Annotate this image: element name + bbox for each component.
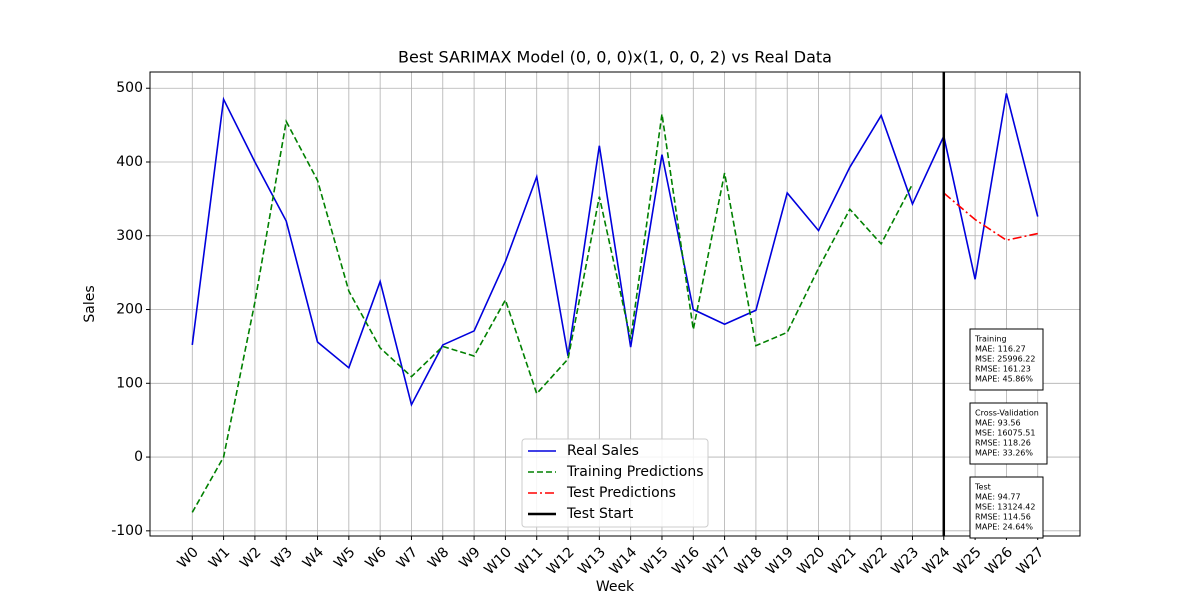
x-tick-label: W15: [638, 544, 672, 578]
metrics-line: MSE: 13124.42: [975, 503, 1035, 512]
x-tick-label: W4: [300, 544, 327, 571]
metrics-title: Test: [974, 483, 991, 492]
x-tick-label: W27: [1014, 544, 1048, 578]
x-tick-label: W5: [331, 544, 358, 571]
metrics-title: Training: [974, 335, 1007, 344]
legend-label: Test Predictions: [566, 485, 676, 501]
x-tick-label: W3: [268, 544, 295, 571]
x-tick-label: W14: [607, 544, 641, 578]
metrics-line: MAE: 116.27: [975, 345, 1026, 354]
metrics-line: MAPE: 33.26%: [975, 449, 1033, 458]
y-tick-label: 300: [116, 228, 143, 244]
x-tick-label: W6: [362, 544, 389, 571]
x-tick-label: W7: [394, 544, 421, 571]
x-tick-label: W23: [888, 544, 922, 578]
x-tick-label: W9: [456, 544, 483, 571]
chart-title: Best SARIMAX Model (0, 0, 0)x(1, 0, 0, 2…: [398, 48, 832, 67]
x-tick-label: W21: [826, 544, 860, 578]
series-line: [191, 113, 914, 513]
metrics-line: RMSE: 161.23: [975, 365, 1031, 374]
x-tick-label: W17: [701, 544, 735, 578]
metrics-line: MSE: 25996.22: [975, 355, 1035, 364]
x-tick-label: W20: [794, 544, 828, 578]
x-tick-label: W8: [425, 544, 452, 571]
legend: Real Sales Training Predictions Test Predi…: [521, 438, 709, 528]
x-tick-label: W13: [575, 544, 609, 578]
metrics-line: RMSE: 118.26: [975, 439, 1031, 448]
legend-label: Training Predictions: [566, 464, 704, 480]
x-tick-label: W1: [206, 544, 233, 571]
x-tick-label: W25: [951, 544, 985, 578]
x-tick-label: W16: [669, 544, 703, 578]
y-tick-label: 400: [116, 154, 143, 170]
x-tick-label: W22: [857, 544, 891, 578]
y-tick-label: -100: [111, 523, 143, 539]
x-tick-label: W18: [732, 544, 766, 578]
metrics-frame: [969, 476, 1044, 539]
metrics-line: MAPE: 45.86%: [975, 375, 1033, 384]
legend-label: Real Sales: [567, 443, 639, 459]
metrics-line: MAPE: 24.64%: [975, 523, 1033, 532]
metrics-frame: [969, 328, 1044, 391]
x-tick-label: W26: [982, 544, 1016, 578]
x-tick-label: W24: [920, 544, 954, 578]
x-tick-label: W10: [481, 544, 515, 578]
y-tick-label: 0: [134, 449, 143, 465]
legend-box: [521, 438, 709, 528]
series-line: [943, 192, 1038, 242]
series-line: [191, 93, 1039, 407]
metrics-line: RMSE: 114.56: [975, 513, 1031, 522]
metrics-title: Cross-Validation: [975, 409, 1039, 418]
y-tick-label: 500: [116, 80, 143, 96]
metrics-frame: [969, 402, 1048, 465]
metrics-line: MAE: 94.77: [975, 493, 1021, 502]
metrics-line: MSE: 16075.51: [975, 429, 1035, 438]
y-tick-label: 100: [116, 375, 143, 391]
x-tick-label: W0: [175, 544, 202, 571]
plot-frame: [149, 71, 1081, 537]
y-axis-label: Sales: [82, 285, 98, 322]
x-tick-label: W12: [544, 544, 578, 578]
legend-label: Test Start: [566, 506, 634, 522]
x-tick-label: W2: [237, 544, 264, 571]
x-tick-label: W19: [763, 544, 797, 578]
x-tick-label: W11: [513, 544, 547, 578]
metrics-line: MAE: 93.56: [975, 419, 1021, 428]
x-axis-label: Week: [596, 579, 635, 595]
y-tick-label: 200: [116, 302, 143, 318]
